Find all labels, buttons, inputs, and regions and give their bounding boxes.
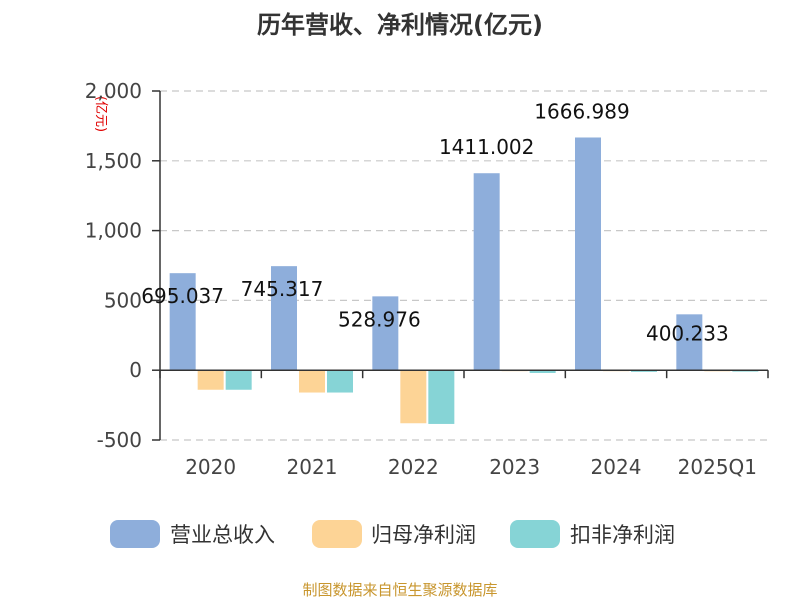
data-label: 695.037 — [141, 284, 224, 308]
bars — [169, 137, 759, 424]
bar-3-2023 — [529, 370, 556, 373]
x-tick-label: 2023 — [489, 455, 540, 479]
legend: 营业总收入 归母净利润 扣非净利润 — [110, 520, 675, 548]
data-label: 400.233 — [646, 321, 729, 345]
data-label: 528.976 — [338, 307, 421, 331]
y-tick-label: 2,000 — [85, 79, 142, 103]
y-tick-label: 500 — [104, 288, 142, 312]
bar-3-2022 — [428, 370, 455, 424]
data-label: 745.317 — [241, 277, 324, 301]
x-tick-label: 2022 — [388, 455, 439, 479]
bar-3-2020 — [225, 370, 252, 390]
axes — [152, 90, 769, 441]
x-tick-label: 2025Q1 — [678, 455, 757, 479]
y-tick-label: -500 — [97, 428, 142, 452]
legend-swatch — [312, 520, 362, 548]
bar-3-2021 — [327, 370, 353, 393]
bar-2-2022 — [400, 370, 427, 424]
y-tick-label: 0 — [129, 358, 142, 382]
x-tick-labels: 2020 2021 2022 2023 2024 2025Q1 — [185, 455, 757, 479]
x-tick-label: 2020 — [185, 455, 236, 479]
data-label: 1666.989 — [534, 99, 629, 123]
bar-2-2021 — [299, 370, 325, 393]
bar-2-2020 — [197, 370, 224, 390]
bar-1-2020 — [169, 273, 196, 371]
bar-1-2022 — [372, 296, 399, 371]
legend-swatch — [510, 520, 560, 548]
bar-1-2023 — [473, 173, 500, 371]
data-label: 1411.002 — [439, 135, 534, 159]
chart-title: 历年营收、净利情况(亿元) — [257, 11, 543, 39]
bar-1-2025Q1 — [676, 314, 703, 371]
source-note: 制图数据来自恒生聚源数据库 — [302, 581, 497, 599]
y-axis-label: (亿元) — [93, 96, 108, 132]
bar-1-2024 — [575, 137, 601, 371]
x-tick-label: 2021 — [287, 455, 338, 479]
bar-3-2024 — [631, 370, 657, 372]
y-tick-label: 1,000 — [85, 219, 142, 243]
bar-1-2021 — [271, 266, 297, 371]
y-tick-labels: 2,000 1,500 1,000 500 0 -500 — [85, 79, 142, 452]
legend-label: 归母净利润 — [371, 523, 476, 547]
legend-label: 扣非净利润 — [570, 523, 675, 547]
legend-swatch — [110, 520, 160, 548]
grid — [160, 90, 768, 441]
y-tick-label: 1,500 — [85, 149, 142, 173]
x-tick-label: 2024 — [591, 455, 642, 479]
legend-label: 营业总收入 — [170, 523, 275, 547]
